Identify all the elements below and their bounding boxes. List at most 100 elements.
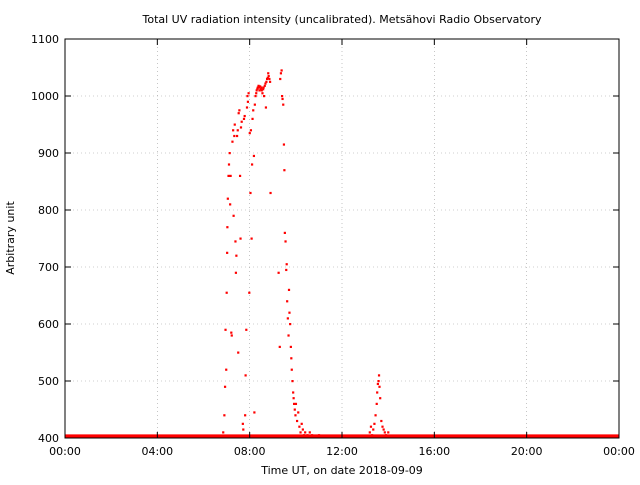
data-point <box>242 117 246 120</box>
data-point <box>398 435 401 438</box>
data-point <box>368 431 371 434</box>
data-point <box>295 419 299 423</box>
data-point <box>262 95 266 98</box>
data-point <box>242 428 245 431</box>
data-point <box>288 311 291 314</box>
data-point <box>256 87 259 90</box>
data-point <box>249 129 253 132</box>
data-point <box>233 134 236 138</box>
data-point <box>233 123 236 126</box>
data-point <box>250 163 254 166</box>
data-point <box>352 435 355 439</box>
data-point <box>292 391 295 394</box>
data-point <box>224 328 227 331</box>
data-point <box>292 402 296 405</box>
data-point <box>256 86 259 89</box>
data-point <box>286 300 289 303</box>
x-tick-label: 12:00 <box>326 445 358 458</box>
data-point <box>282 103 285 106</box>
data-point <box>269 191 272 195</box>
data-point <box>380 419 383 423</box>
data-point <box>231 140 234 143</box>
data-point <box>229 203 232 206</box>
data-point <box>226 197 229 200</box>
data-point <box>301 428 304 431</box>
data-point <box>278 345 281 348</box>
data-point <box>243 114 246 118</box>
data-point <box>248 132 251 135</box>
data-point <box>264 82 267 85</box>
data-point <box>263 84 266 87</box>
data-point <box>377 374 381 377</box>
data-point <box>261 92 264 95</box>
data-point <box>290 368 293 371</box>
data-point <box>286 317 289 320</box>
data-point <box>248 291 251 294</box>
data-point <box>302 434 306 437</box>
data-point <box>284 240 287 243</box>
data-point <box>255 89 258 92</box>
data-point <box>375 402 378 405</box>
data-point <box>234 271 238 274</box>
axis-ticks: 400 500 600 700 800 900 1000 1100 00:00 04:00 08:0… <box>31 33 635 458</box>
data-point <box>254 95 257 98</box>
data-point <box>267 72 270 75</box>
data-point <box>253 411 256 414</box>
data-point <box>279 72 283 75</box>
data-point <box>283 231 286 234</box>
data-point <box>227 163 231 166</box>
data-point <box>223 385 227 388</box>
data-point <box>232 129 235 132</box>
plot-frame <box>64 38 620 439</box>
data-point <box>293 408 296 411</box>
data-point <box>260 89 263 92</box>
data-point <box>381 425 384 428</box>
data-point <box>290 357 293 360</box>
data-point <box>244 374 247 377</box>
data-point <box>379 397 382 400</box>
data-point <box>249 191 252 195</box>
data-point <box>238 109 241 112</box>
data-point <box>235 134 239 138</box>
data-point <box>373 422 376 425</box>
data-point <box>299 431 302 434</box>
data-point <box>252 154 256 158</box>
data-point <box>239 126 243 129</box>
data-point <box>372 428 375 431</box>
y-tick-label: 700 <box>38 261 59 274</box>
data-point <box>384 434 388 437</box>
data-point <box>255 92 258 95</box>
data-point <box>246 100 250 103</box>
data-point <box>267 75 270 78</box>
x-tick-label: 16:00 <box>418 445 450 458</box>
data-point <box>313 435 316 439</box>
data-point <box>378 385 381 388</box>
data-point <box>285 263 288 266</box>
data-point <box>241 422 244 425</box>
data-point <box>282 143 286 146</box>
data-point <box>257 86 261 89</box>
x-tick-label: 00:00 <box>49 445 81 458</box>
data-point <box>383 431 386 434</box>
data-point <box>236 129 239 132</box>
data-point <box>280 95 284 98</box>
data-point <box>285 268 288 272</box>
data-point <box>329 435 332 439</box>
data-point <box>304 431 307 434</box>
data-point <box>262 86 265 89</box>
data-point <box>235 254 238 257</box>
data-point <box>229 174 232 177</box>
data-point <box>244 414 247 417</box>
data-point <box>414 434 418 437</box>
data-point <box>387 431 390 434</box>
data-point <box>223 414 226 417</box>
data-point <box>230 331 233 334</box>
x-tick-label: 08:00 <box>234 445 266 458</box>
data-point <box>259 88 262 91</box>
data-point <box>252 109 255 112</box>
data-point <box>222 431 225 434</box>
data-point <box>265 80 268 83</box>
data-point <box>264 106 268 109</box>
